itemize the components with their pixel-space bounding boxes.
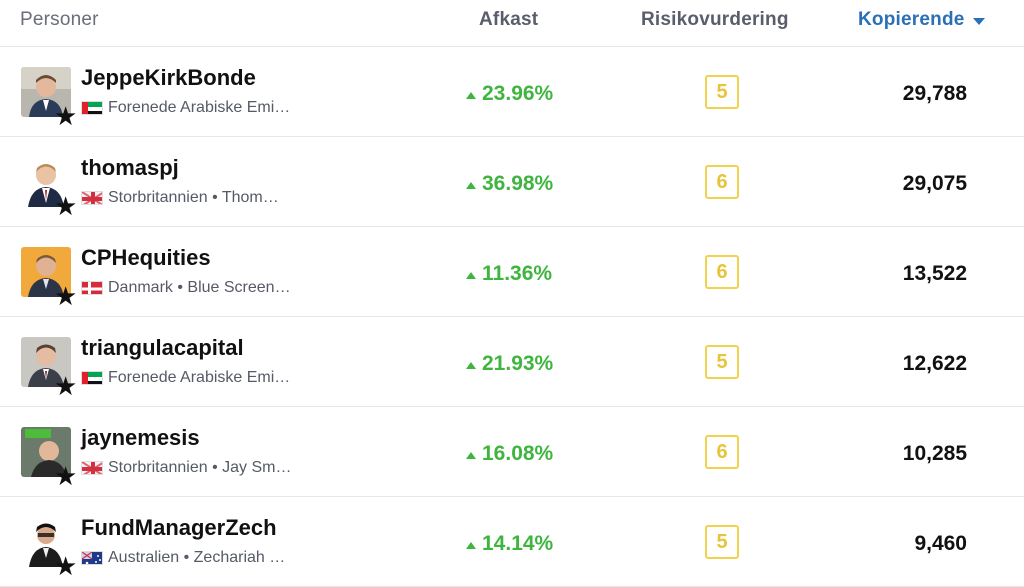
avatar[interactable] — [21, 67, 71, 117]
header-people[interactable]: Personer — [20, 9, 99, 30]
return-text: 21.93% — [482, 352, 554, 375]
risk-badge: 6 — [705, 435, 739, 469]
trader-country: Australien • Zechariah … — [108, 549, 286, 566]
trader-country: Forenede Arabiske Emi… — [108, 369, 291, 386]
risk-badge: 5 — [705, 75, 739, 109]
risk-badge: 6 — [705, 255, 739, 289]
return-value: 21.93% — [466, 352, 553, 376]
table-row[interactable]: ★ JeppeKirkBonde Forenede Arabiske Emi… … — [0, 47, 1024, 137]
header-copiers-sort[interactable]: Kopierende — [858, 9, 985, 31]
trader-country: Forenede Arabiske Emi… — [108, 99, 291, 116]
copiers-count: 13,522 — [902, 262, 967, 285]
return-value: 36.98% — [466, 172, 553, 196]
header-risk[interactable]: Risikovurdering — [641, 9, 789, 30]
copiers-count: 29,075 — [902, 172, 967, 195]
risk-badge: 5 — [705, 345, 739, 379]
risk-badge: 5 — [705, 525, 739, 559]
trader-subtitle: Forenede Arabiske Emi… — [81, 99, 290, 117]
return-text: 14.14% — [482, 532, 554, 555]
arrow-up-icon — [466, 91, 476, 99]
trader-subtitle: Australien • Zechariah … — [81, 549, 285, 567]
star-icon: ★ — [54, 191, 78, 221]
avatar[interactable] — [21, 337, 71, 387]
table-row[interactable]: ★ triangulacapital Forenede Arabiske Emi… — [0, 317, 1024, 407]
copiers-count: 12,622 — [902, 352, 967, 375]
arrow-up-icon — [466, 541, 476, 549]
header-copiers-label: Kopierende — [858, 9, 965, 30]
avatar[interactable] — [21, 157, 71, 207]
uae-flag-icon — [81, 371, 103, 385]
avatar[interactable] — [21, 247, 71, 297]
trader-subtitle: Danmark • Blue Screen… — [81, 279, 291, 297]
trader-name[interactable]: JeppeKirkBonde — [81, 65, 256, 90]
trader-country: Danmark • Blue Screen… — [108, 279, 291, 296]
trader-subtitle: Forenede Arabiske Emi… — [81, 369, 290, 387]
copiers-count: 10,285 — [902, 442, 967, 465]
risk-badge: 6 — [705, 165, 739, 199]
trader-name[interactable]: FundManagerZech — [81, 515, 277, 540]
uae-flag-icon — [81, 101, 103, 115]
trader-name[interactable]: CPHequities — [81, 245, 211, 270]
return-value: 23.96% — [466, 82, 553, 106]
arrow-up-icon — [466, 361, 476, 369]
arrow-up-icon — [466, 271, 476, 279]
star-icon: ★ — [54, 461, 78, 491]
trader-subtitle: Storbritannien • Thom… — [81, 189, 279, 207]
table-row[interactable]: ★ jaynemesis Storbritannien • Jay Sm… 16… — [0, 407, 1024, 497]
table-rows: ★ JeppeKirkBonde Forenede Arabiske Emi… … — [0, 47, 1024, 587]
return-text: 16.08% — [482, 442, 554, 465]
star-icon: ★ — [54, 371, 78, 401]
return-text: 11.36% — [482, 262, 553, 285]
copiers-count: 9,460 — [914, 532, 967, 555]
star-icon: ★ — [54, 281, 78, 311]
avatar[interactable] — [21, 427, 71, 477]
uk-flag-icon — [81, 191, 103, 205]
return-value: 11.36% — [466, 262, 552, 286]
trader-name[interactable]: thomaspj — [81, 155, 179, 180]
table-row[interactable]: ★ CPHequities Danmark • Blue Screen… 11.… — [0, 227, 1024, 317]
star-icon: ★ — [54, 101, 78, 131]
return-text: 23.96% — [482, 82, 554, 105]
copiers-count: 29,788 — [902, 82, 967, 105]
trader-name[interactable]: triangulacapital — [81, 335, 244, 360]
table-row[interactable]: ★ thomaspj Storbritannien • Thom… 36.98%… — [0, 137, 1024, 227]
trader-subtitle: Storbritannien • Jay Sm… — [81, 459, 291, 477]
arrow-up-icon — [466, 181, 476, 189]
trader-name[interactable]: jaynemesis — [81, 425, 200, 450]
trader-country: Storbritannien • Jay Sm… — [108, 459, 292, 476]
arrow-up-icon — [466, 451, 476, 459]
table-row[interactable]: ★ FundManagerZech Australien • Zechariah… — [0, 497, 1024, 587]
trader-country: Storbritannien • Thom… — [108, 189, 279, 206]
uk-flag-icon — [81, 461, 103, 475]
denmark-flag-icon — [81, 281, 103, 295]
avatar[interactable] — [21, 517, 71, 567]
return-value: 16.08% — [466, 442, 553, 466]
return-text: 36.98% — [482, 172, 554, 195]
star-icon: ★ — [54, 551, 78, 581]
sort-desc-caret-icon — [972, 17, 985, 25]
table-header: Personer Afkast Risikovurdering Kopieren… — [0, 0, 1024, 47]
return-value: 14.14% — [466, 532, 553, 556]
header-return[interactable]: Afkast — [479, 9, 539, 30]
australia-flag-icon — [81, 551, 103, 565]
